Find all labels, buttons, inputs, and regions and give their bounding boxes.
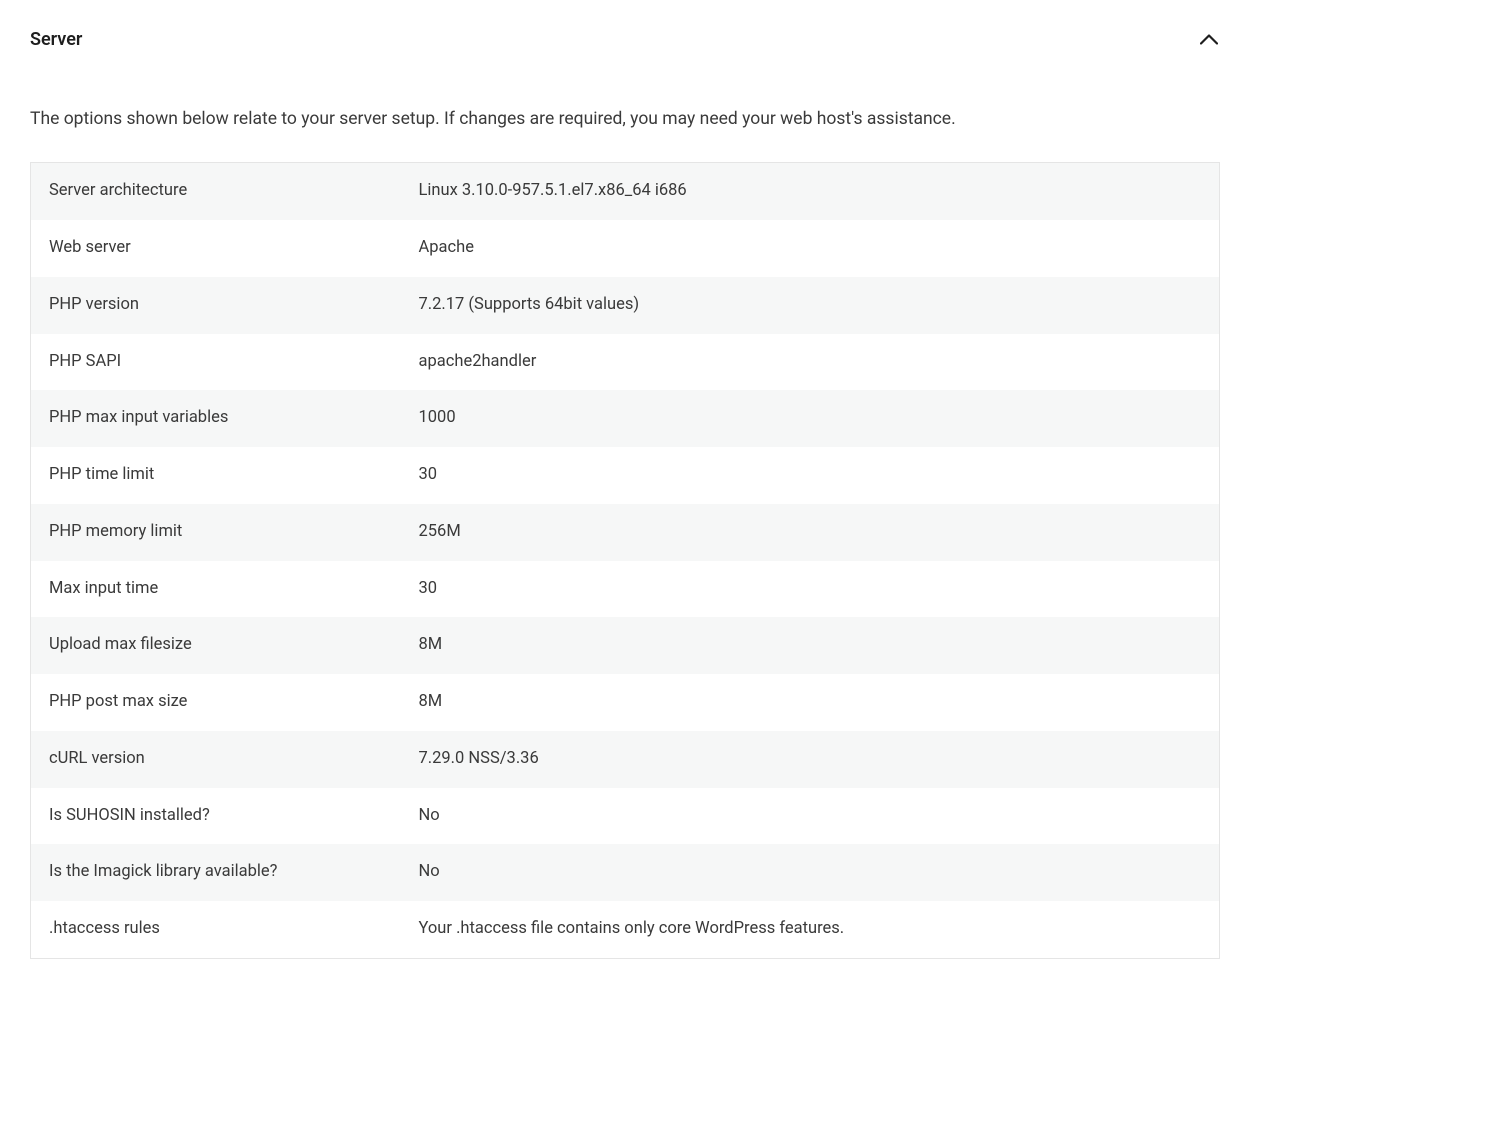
table-row: PHP post max size 8M (31, 674, 1220, 731)
table-row: Web server Apache (31, 220, 1220, 277)
row-label: PHP post max size (31, 674, 401, 731)
server-info-tbody: Server architecture Linux 3.10.0-957.5.1… (31, 163, 1220, 959)
panel-title: Server (30, 29, 82, 50)
row-value: 8M (401, 674, 1220, 731)
row-value: 8M (401, 617, 1220, 674)
server-info-table: Server architecture Linux 3.10.0-957.5.1… (30, 162, 1220, 959)
row-value: No (401, 788, 1220, 845)
row-label: PHP time limit (31, 447, 401, 504)
row-label: .htaccess rules (31, 901, 401, 958)
panel-description: The options shown below relate to your s… (30, 106, 1220, 132)
row-label: PHP memory limit (31, 504, 401, 561)
row-value: Linux 3.10.0-957.5.1.el7.x86_64 i686 (401, 163, 1220, 220)
table-row: PHP memory limit 256M (31, 504, 1220, 561)
chevron-up-icon (1200, 34, 1218, 45)
panel-header: Server (30, 28, 1220, 50)
row-label: PHP version (31, 277, 401, 334)
table-row: PHP version 7.2.17 (Supports 64bit value… (31, 277, 1220, 334)
table-row: Is the Imagick library available? No (31, 844, 1220, 901)
row-value: 30 (401, 447, 1220, 504)
collapse-toggle[interactable] (1198, 28, 1220, 50)
row-label: PHP SAPI (31, 334, 401, 391)
row-label: Upload max filesize (31, 617, 401, 674)
table-row: PHP SAPI apache2handler (31, 334, 1220, 391)
row-label: cURL version (31, 731, 401, 788)
row-value: 7.2.17 (Supports 64bit values) (401, 277, 1220, 334)
table-row: Is SUHOSIN installed? No (31, 788, 1220, 845)
table-row: PHP max input variables 1000 (31, 390, 1220, 447)
row-value: No (401, 844, 1220, 901)
row-label: Is SUHOSIN installed? (31, 788, 401, 845)
row-label: Server architecture (31, 163, 401, 220)
row-value: apache2handler (401, 334, 1220, 391)
row-value: 256M (401, 504, 1220, 561)
table-row: PHP time limit 30 (31, 447, 1220, 504)
row-label: PHP max input variables (31, 390, 401, 447)
row-value: Your .htaccess file contains only core W… (401, 901, 1220, 958)
row-label: Is the Imagick library available? (31, 844, 401, 901)
row-label: Max input time (31, 561, 401, 618)
row-value: 30 (401, 561, 1220, 618)
row-value: Apache (401, 220, 1220, 277)
table-row: cURL version 7.29.0 NSS/3.36 (31, 731, 1220, 788)
row-label: Web server (31, 220, 401, 277)
row-value: 7.29.0 NSS/3.36 (401, 731, 1220, 788)
table-row: Max input time 30 (31, 561, 1220, 618)
table-row: Upload max filesize 8M (31, 617, 1220, 674)
table-row: Server architecture Linux 3.10.0-957.5.1… (31, 163, 1220, 220)
row-value: 1000 (401, 390, 1220, 447)
table-row: .htaccess rules Your .htaccess file cont… (31, 901, 1220, 958)
